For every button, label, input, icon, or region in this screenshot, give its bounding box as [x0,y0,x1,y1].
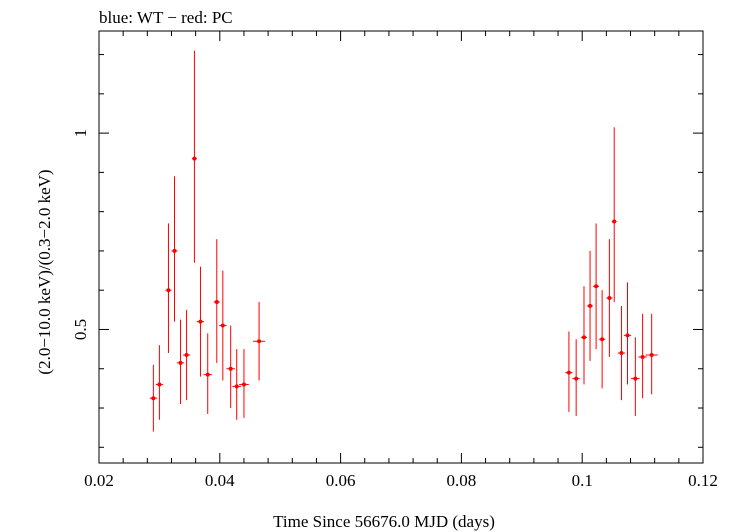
data-marker [566,370,571,375]
x-tick-label: 0.1 [572,471,593,490]
data-marker [192,156,197,161]
data-point [171,176,178,322]
data-marker [257,339,262,344]
data-marker [214,299,219,304]
x-tick-label: 0.02 [84,471,114,490]
data-point [645,313,658,395]
data-point [213,239,220,363]
x-tick-label: 0.06 [326,471,356,490]
data-point [572,339,580,416]
data-point [226,325,235,409]
data-points [149,50,658,432]
data-marker [649,353,654,357]
data-point [253,301,266,381]
x-tick-label: 0.08 [447,471,477,490]
x-axis-label: Time Since 56676.0 MJD (days) [273,512,495,531]
data-point [617,305,626,401]
chart-header-text: blue: WT − red: PC [99,8,233,27]
data-point [192,50,197,263]
y-tick-label: 1 [71,129,90,138]
data-marker [594,284,599,289]
data-marker [220,323,225,328]
data-point [606,239,613,357]
data-marker [574,376,579,381]
data-point [196,266,205,377]
data-marker [633,376,638,381]
data-point [587,250,594,361]
data-marker [625,333,630,338]
data-point [149,364,157,432]
data-point [638,313,647,399]
data-marker [166,288,171,293]
y-axis-label: (2.0−10.0 keV)/(0.3−2.0 keV) [35,169,54,374]
data-point [203,333,212,414]
data-marker [600,337,605,342]
data-marker [612,219,617,224]
data-point [593,223,600,350]
data-marker [172,248,177,253]
data-point [631,337,640,416]
x-tick-label: 0.04 [205,471,235,490]
y-tick-label: 0.5 [71,319,90,340]
data-point [232,349,241,420]
data-marker [157,382,162,387]
data-marker [205,372,210,377]
data-point [176,319,185,405]
data-point [239,349,249,418]
data-point [580,286,588,385]
data-point [623,282,632,385]
data-marker [607,296,612,301]
data-marker [241,382,246,387]
data-point [182,309,191,401]
axes: 0.02 0.04 0.06 0.08 0.1 0.12 0.5 1 [71,31,718,490]
x-tick-label: 0.12 [688,471,718,490]
data-point [155,345,164,420]
data-marker [184,353,189,357]
data-marker [228,366,233,371]
data-marker [151,396,156,401]
data-marker [640,354,645,359]
data-point [165,223,172,354]
data-marker [619,351,624,356]
plot-area [98,30,704,464]
data-marker [234,384,239,389]
data-point [219,270,227,381]
data-marker [178,360,183,365]
data-marker [588,303,593,308]
data-point [565,331,573,412]
data-point [611,127,617,302]
data-marker [198,319,203,324]
data-marker [582,335,587,340]
data-point [599,290,606,389]
